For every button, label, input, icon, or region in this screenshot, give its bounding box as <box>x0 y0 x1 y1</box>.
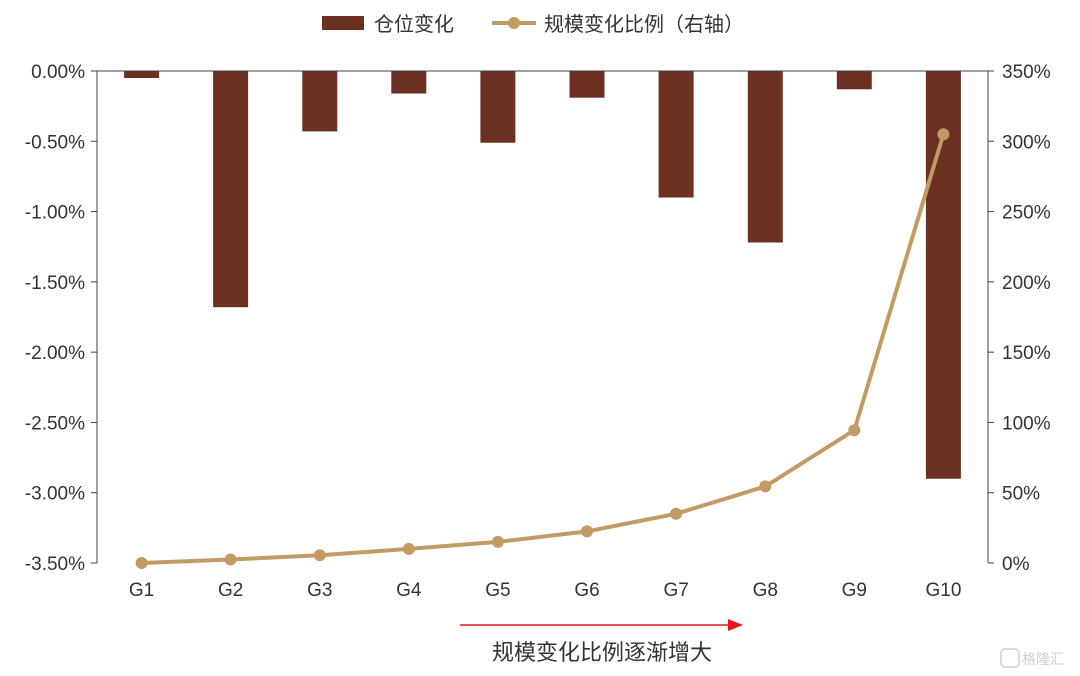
legend-bar-label: 仓位变化 <box>374 12 454 36</box>
right-tick-label: 300% <box>1002 132 1051 153</box>
right-tick-label: 350% <box>1002 62 1051 83</box>
line-point-g2 <box>224 553 237 566</box>
x-tick-label: G3 <box>307 580 332 601</box>
bar-g9 <box>836 71 872 90</box>
legend-line-label: 规模变化比例（右轴） <box>544 12 744 36</box>
bar-g3 <box>302 71 338 132</box>
line-point-g4 <box>402 542 415 555</box>
left-tick-label: -0.50% <box>25 132 85 153</box>
line-point-g6 <box>581 525 593 538</box>
left-tick-label: -1.50% <box>25 273 85 294</box>
right-tick-label: 150% <box>1002 343 1051 364</box>
line-point-g9 <box>848 424 861 437</box>
bar-g2 <box>213 71 249 308</box>
annotation-arrow-head <box>728 619 743 631</box>
bar-g5 <box>480 71 516 143</box>
line-point-g10 <box>937 128 950 141</box>
bar-g8 <box>747 71 783 243</box>
left-tick-label: -1.00% <box>25 203 85 224</box>
bar-g4 <box>391 71 427 94</box>
legend-line-marker <box>508 17 520 29</box>
annotation-text: 规模变化比例逐渐增大 <box>492 641 712 666</box>
line-point-g3 <box>313 549 326 562</box>
annotation: 规模变化比例逐渐增大 <box>460 619 743 666</box>
axes <box>91 70 994 564</box>
right-tick-label: 100% <box>1002 413 1051 434</box>
line-series <box>135 128 950 569</box>
line-point-g7 <box>670 507 683 520</box>
x-tick-label: G8 <box>753 580 778 601</box>
x-tick-label: G6 <box>574 580 599 601</box>
right-tick-label: 50% <box>1002 484 1040 505</box>
x-tick-label: G10 <box>925 580 961 601</box>
x-tick-label: G9 <box>842 580 867 601</box>
bar-g1 <box>124 71 160 78</box>
left-tick-label: -3.00% <box>25 484 85 505</box>
left-tick-label: -3.50% <box>25 554 85 575</box>
line-point-g5 <box>491 535 504 548</box>
line-point-g1 <box>135 557 148 569</box>
line-path <box>141 133 946 565</box>
bar-g7 <box>658 71 694 198</box>
right-tick-label: 0% <box>1002 554 1030 575</box>
legend: 仓位变化 规模变化比例（右轴） <box>322 12 744 36</box>
legend-bar-swatch <box>322 16 364 30</box>
x-tick-label: G5 <box>485 580 510 601</box>
watermark: 格隆汇 <box>1000 648 1064 668</box>
watermark-text: 格隆汇 <box>1022 652 1064 668</box>
right-tick-label: 200% <box>1002 273 1051 294</box>
left-tick-label: -2.50% <box>25 413 85 434</box>
bar-g6 <box>569 71 605 98</box>
x-tick-label: G4 <box>396 580 422 601</box>
line-point-g8 <box>759 480 772 493</box>
right-tick-label: 250% <box>1002 203 1051 224</box>
tick-labels: 0.00% 350% -0.50% 300% -1.00% 250% -1.50% 200% -… <box>25 62 1051 601</box>
bar-series <box>124 71 961 479</box>
watermark-logo-icon <box>1000 648 1020 668</box>
x-tick-label: G7 <box>663 580 688 601</box>
left-tick-label: -2.00% <box>25 343 85 364</box>
x-tick-label: G1 <box>129 580 154 601</box>
x-tick-label: G2 <box>218 580 243 601</box>
left-tick-label: 0.00% <box>31 62 85 83</box>
